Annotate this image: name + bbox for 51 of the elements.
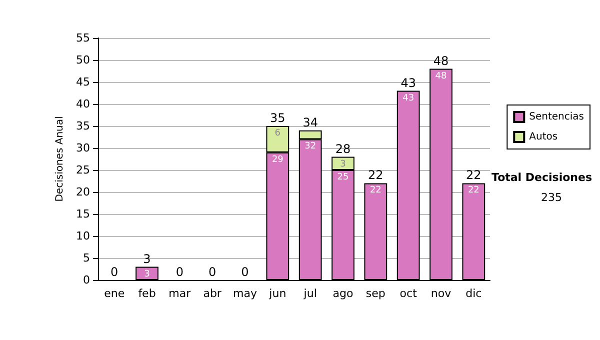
y-tick-label: 25 [76, 164, 90, 176]
x-tick-label: feb [138, 287, 156, 300]
data-label: 48 [435, 71, 447, 82]
total-label: 22 [466, 168, 482, 182]
x-tick-label: nov [430, 287, 452, 300]
text: Total Decisiones [492, 171, 592, 184]
y-tick-label: 45 [76, 76, 90, 88]
total-label: 0 [241, 265, 249, 279]
total-label: 3 [143, 252, 151, 266]
data-label: 6 [274, 128, 281, 138]
y-tick-label: 35 [76, 120, 90, 132]
y-tick-label: 40 [76, 98, 90, 110]
y-tick-label: 0 [83, 274, 90, 286]
x-tick-label: mar [168, 287, 192, 300]
y-tick-label: 50 [76, 54, 90, 66]
y-tick-label: 10 [76, 230, 90, 242]
data-label: 43 [402, 93, 414, 104]
total-label: 0 [176, 265, 184, 279]
x-tick-label: sep [366, 287, 386, 300]
data-label: 32 [304, 142, 316, 152]
total-label: 34 [302, 115, 318, 130]
x-tick-label: may [233, 287, 258, 300]
y-axis-title: Decisiones Anual [54, 116, 66, 202]
x-tick-label: oct [400, 287, 418, 300]
y-tick-label: 55 [76, 32, 90, 44]
x-tick-label: jul [302, 287, 317, 300]
data-label: 22 [370, 186, 382, 196]
y-tick-label: 20 [76, 186, 90, 198]
total-label: 0 [208, 265, 216, 279]
data-label: 22 [468, 186, 480, 196]
y-tick-label: 5 [83, 252, 90, 264]
legend-label: Sentencias [529, 112, 584, 122]
x-tick-label: abr [203, 287, 222, 300]
total-label: 0 [110, 265, 118, 279]
x-tick-label: jun [268, 287, 286, 300]
total-label: 35 [270, 111, 286, 125]
data-label: 3 [340, 159, 346, 170]
total-label: 48 [433, 54, 449, 68]
x-tick-label: ago [332, 287, 354, 300]
data-label: 25 [337, 172, 349, 182]
y-tick-label: 30 [76, 142, 90, 154]
y-tick-label: 15 [76, 208, 90, 220]
total-label: 43 [400, 76, 416, 90]
x-tick-label: dic [466, 287, 482, 300]
legend-label: Autos [529, 132, 558, 142]
total-label: 22 [368, 168, 384, 182]
total-label: 28 [335, 142, 351, 156]
data-label: 29 [272, 154, 284, 165]
x-tick-label: ene [104, 287, 125, 300]
text: 235 [541, 191, 562, 204]
data-label: 3 [144, 269, 150, 280]
